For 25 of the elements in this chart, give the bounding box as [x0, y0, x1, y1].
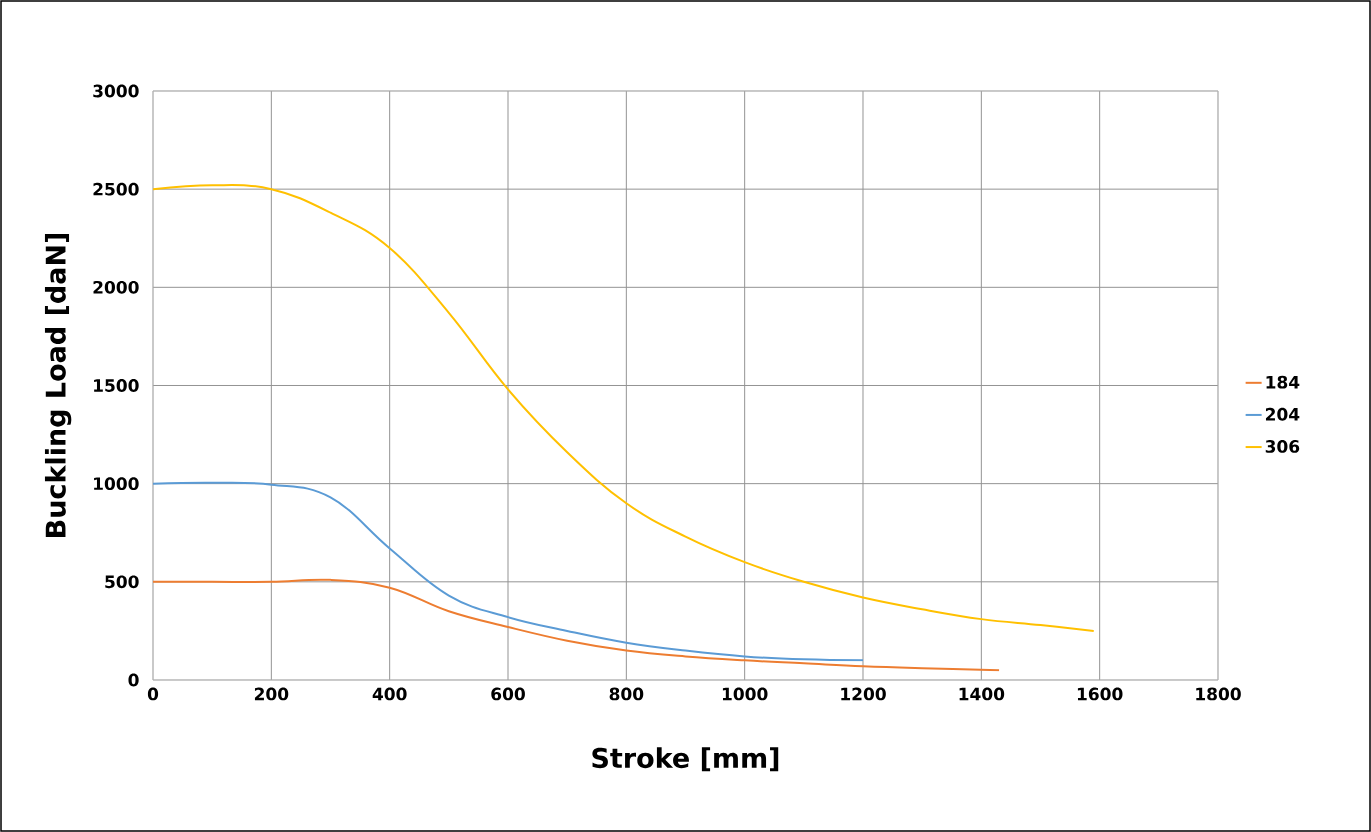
line-series	[153, 184, 1095, 632]
y-tick-label: 1500	[94, 379, 139, 392]
y-tick-label: 500	[105, 575, 139, 589]
line-series	[153, 578, 1001, 672]
x-tick-label: 200	[254, 687, 289, 701]
y-tick-label: 3000	[93, 84, 139, 98]
x-tick-label: 1600	[1077, 687, 1123, 701]
x-tick-label: 1400	[959, 687, 1005, 701]
x-tick-label: 1800	[1196, 687, 1241, 701]
y-tick-label: 2500	[93, 182, 139, 196]
legend-label: 204	[1265, 407, 1300, 421]
y-tick-label: 1000	[94, 477, 139, 491]
x-tick-label: 0	[147, 687, 159, 701]
x-tick-label: 600	[491, 687, 525, 701]
legend-label: 184	[1266, 375, 1300, 389]
x-tick-label: 1000	[722, 687, 768, 701]
line-series	[153, 481, 864, 662]
x-tick-label: 1200	[841, 687, 886, 701]
x-tick-label: 400	[372, 687, 407, 701]
x-axis-title: Stroke [mm]	[592, 747, 779, 772]
y-axis-title: Buckling Load [daN]	[44, 233, 72, 537]
y-tick-label: 0	[128, 673, 139, 687]
x-tick-label: 800	[609, 687, 644, 701]
legend-label: 306	[1265, 439, 1300, 453]
y-tick-label: 2000	[93, 280, 139, 294]
